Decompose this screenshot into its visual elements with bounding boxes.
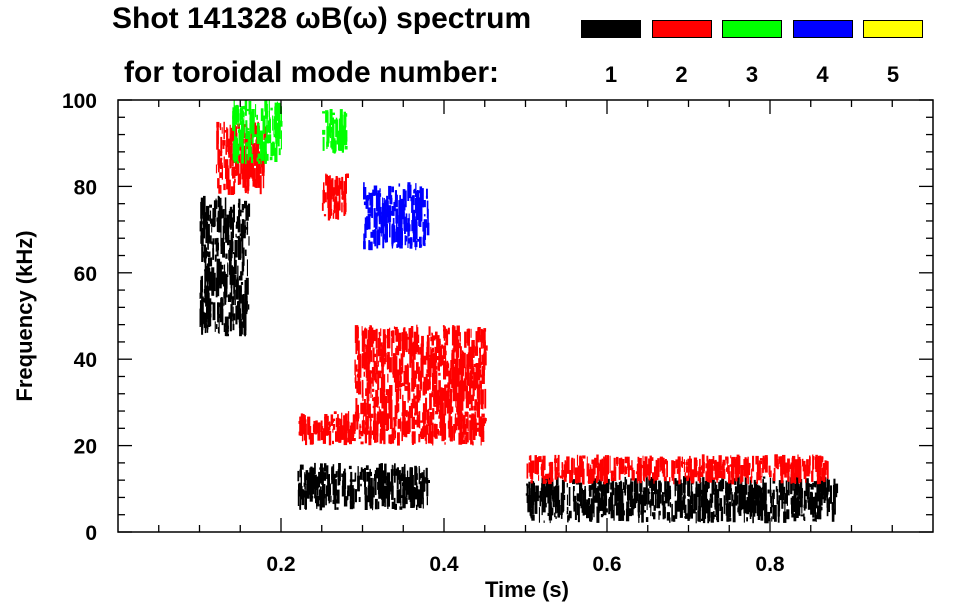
legend-label-mode-1: 1 — [604, 62, 618, 87]
legend-swatch-mode-3 — [722, 20, 782, 38]
legend-label-mode-2: 2 — [675, 62, 688, 87]
legend-label-mode-3: 3 — [745, 62, 759, 87]
mode-1-feature-1 — [199, 195, 251, 337]
mode-2-feature-6 — [321, 173, 349, 221]
mode-2-feature-8 — [354, 324, 488, 424]
y-axis-label: Frequency (kHz) — [12, 230, 37, 401]
mode-4-feature-9 — [363, 182, 430, 251]
chart-title-line-2: for toroidal mode number: — [124, 56, 499, 89]
y-tick-label: 80 — [74, 176, 97, 199]
legend-label-mode-4: 4 — [816, 62, 829, 87]
x-tick-label: 0.2 — [266, 553, 295, 576]
y-tick-label: 0 — [85, 522, 97, 545]
y-tick-label: 100 — [62, 90, 97, 113]
x-tick-label: 0.8 — [755, 553, 785, 576]
mode-3-feature-3 — [232, 100, 283, 165]
legend-swatch-mode-4 — [792, 20, 853, 38]
x-tick-label: 0.4 — [429, 553, 459, 576]
legend-label-mode-5: 5 — [886, 62, 900, 87]
y-tick-label: 20 — [74, 436, 97, 459]
legend-swatch-mode-1 — [581, 20, 641, 38]
legend-swatch-mode-2 — [651, 20, 712, 38]
mode-1-feature-4 — [297, 462, 430, 511]
y-tick-label: 60 — [74, 263, 97, 286]
mode-2-feature-5 — [298, 411, 487, 446]
y-tick-label: 40 — [74, 349, 97, 372]
chart-title-line-1: Shot 141328 ωB(ω) spectrum — [112, 2, 532, 35]
x-tick-label: 0.6 — [592, 553, 621, 576]
legend-swatch-mode-5 — [863, 20, 923, 38]
mode-3-feature-7 — [322, 109, 348, 154]
mode-2-feature-11 — [526, 454, 829, 485]
x-axis-label: Time (s) — [485, 577, 569, 602]
